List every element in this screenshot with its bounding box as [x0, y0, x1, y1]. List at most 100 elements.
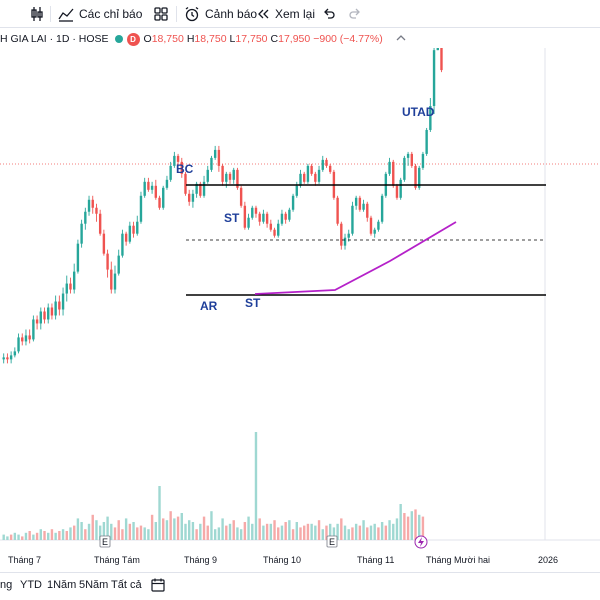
- candle: [39, 307, 42, 330]
- low-key: L: [229, 33, 236, 45]
- candle-body: [406, 153, 410, 158]
- volume-bar: [421, 516, 425, 540]
- candle: [165, 175, 169, 190]
- volume-bar: [206, 525, 209, 540]
- candle: [388, 157, 391, 176]
- indicators-button[interactable]: Các chỉ báo: [58, 4, 142, 24]
- candle-body: [225, 173, 228, 182]
- volume-bar: [69, 527, 72, 540]
- chevron-up-icon[interactable]: [396, 33, 406, 45]
- candle-body: [87, 199, 91, 212]
- volume-bar: [343, 525, 347, 540]
- bar-style-button[interactable]: [28, 4, 46, 24]
- volume-bar: [228, 523, 232, 540]
- indicators-label: Các chỉ báo: [79, 7, 143, 21]
- volume-bar: [232, 520, 235, 540]
- candle-body: [280, 213, 284, 224]
- candle: [6, 353, 9, 364]
- candle-body: [54, 301, 57, 316]
- volume-bar: [258, 518, 261, 540]
- range-1y-button[interactable]: 1Năm: [47, 579, 77, 591]
- volume-bar: [84, 529, 87, 540]
- candle: [206, 165, 209, 184]
- candle-body: [440, 48, 443, 71]
- price-chart[interactable]: BC ST AR ST UTAD E E Tháng 7 Tháng Tám T…: [0, 48, 600, 572]
- volume-bar: [176, 516, 180, 540]
- candle: [392, 159, 395, 188]
- volume-bar: [317, 520, 321, 540]
- volume-bar: [91, 514, 94, 540]
- grid-icon: [153, 6, 169, 22]
- range-button[interactable]: ng: [0, 579, 13, 591]
- undo-button[interactable]: [322, 4, 336, 24]
- candle-body: [65, 283, 68, 294]
- range-all-button[interactable]: Tất cả: [111, 579, 142, 591]
- volume-bar: [180, 513, 183, 540]
- candle: [273, 227, 276, 238]
- candle-body: [98, 213, 102, 234]
- rewind-icon: [256, 7, 270, 21]
- candle-body: [2, 357, 5, 360]
- candle: [143, 177, 146, 198]
- volume-bar: [139, 525, 143, 540]
- candle-body: [273, 229, 276, 236]
- volume-bar: [321, 529, 324, 540]
- candle: [24, 329, 28, 346]
- candle-body: [13, 351, 17, 356]
- candle: [32, 315, 35, 342]
- candle: [295, 181, 298, 198]
- volume-bar: [32, 534, 35, 540]
- candle: [2, 353, 5, 364]
- close-key: C: [270, 33, 279, 45]
- candle: [117, 249, 120, 276]
- market-status-dot: [114, 35, 123, 43]
- candle-body: [132, 225, 135, 234]
- layouts-button[interactable]: [153, 4, 169, 24]
- candle: [280, 209, 284, 226]
- candle: [202, 175, 206, 198]
- volume-bar: [65, 531, 68, 540]
- lightning-icon[interactable]: [414, 535, 428, 549]
- symbol-title[interactable]: H GIA LAI · 1D · HOSE: [0, 33, 109, 45]
- candle: [362, 199, 365, 212]
- candle-body: [410, 153, 413, 166]
- earnings-marker[interactable]: E: [99, 535, 111, 548]
- range-5y-button[interactable]: 5Năm: [79, 579, 109, 591]
- candle: [429, 98, 432, 132]
- volume-bar: [265, 523, 269, 540]
- volume-bar: [61, 529, 65, 540]
- volume-bar: [217, 527, 221, 540]
- time-label: Tháng 7: [8, 555, 41, 565]
- symbol-legend: H GIA LAI · 1D · HOSE D O 18,750 H 18,750 …: [0, 30, 406, 48]
- calendar-icon[interactable]: [150, 577, 166, 596]
- volume-bar: [124, 518, 128, 540]
- candle-body: [213, 149, 217, 158]
- annotation-st-upper: ST: [224, 211, 240, 225]
- candle-body: [314, 173, 317, 182]
- toolbar-divider: [176, 6, 177, 22]
- range-ytd-button[interactable]: YTD: [20, 579, 42, 591]
- candle: [124, 231, 128, 246]
- candle: [84, 207, 87, 230]
- candle: [58, 295, 61, 316]
- candle-body: [358, 197, 362, 210]
- alerts-button[interactable]: Cảnh báo: [184, 4, 257, 24]
- candle-body: [35, 319, 39, 324]
- replay-button[interactable]: Xem lại: [256, 4, 315, 24]
- volume-bar: [76, 518, 80, 540]
- candle-body: [288, 209, 291, 220]
- redo-button[interactable]: [348, 4, 362, 24]
- volume-bar: [239, 529, 243, 540]
- time-label: Tháng 11: [357, 555, 394, 565]
- candle-body: [72, 271, 76, 290]
- time-label: Tháng 10: [263, 555, 301, 565]
- candle: [258, 211, 261, 226]
- candle-body: [425, 129, 428, 154]
- candle-body: [239, 187, 243, 206]
- earnings-marker[interactable]: E: [326, 535, 338, 548]
- annotation-bc: BC: [176, 162, 194, 176]
- volume-bar: [358, 525, 362, 540]
- candle-body: [403, 157, 406, 180]
- candle-body: [310, 165, 313, 174]
- support-trendline[interactable]: [254, 221, 457, 295]
